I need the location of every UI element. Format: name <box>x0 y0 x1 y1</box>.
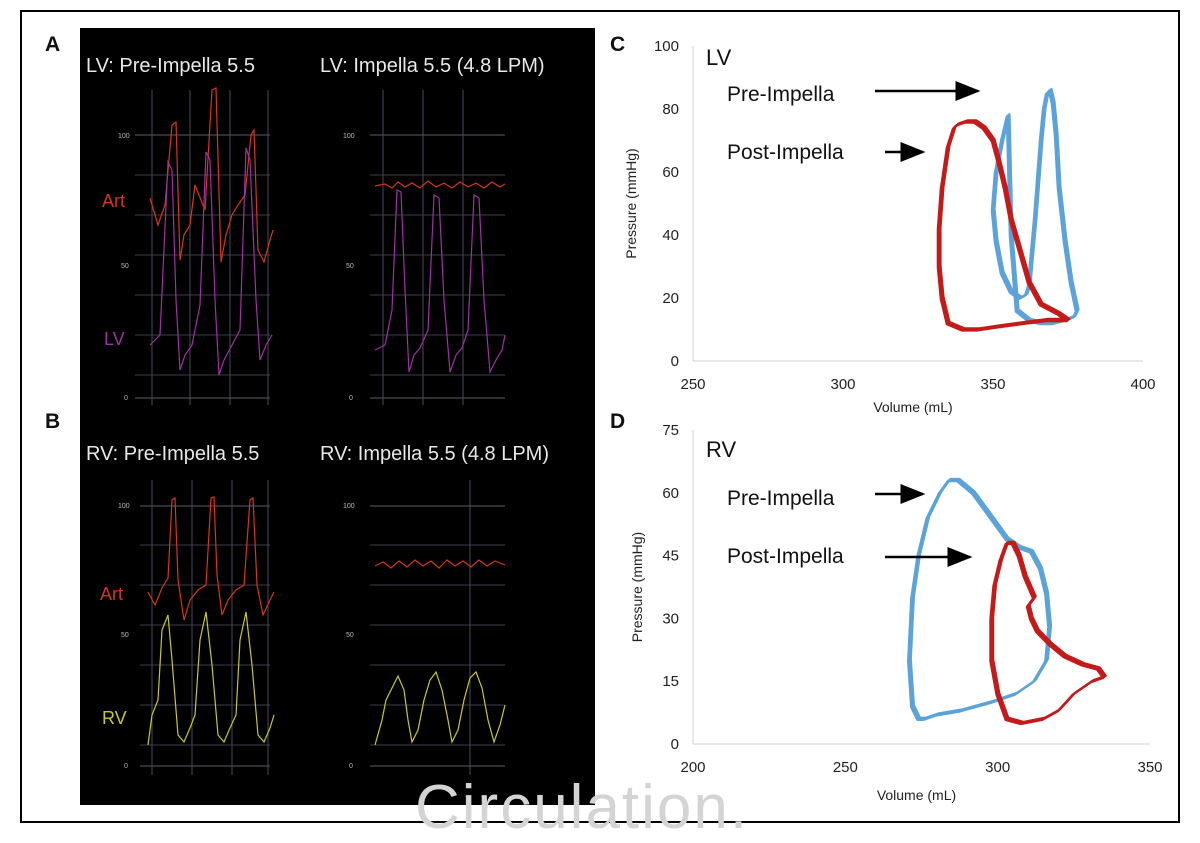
trace-title-b-right: RV: Impella 5.5 (4.8 LPM) <box>320 443 549 465</box>
x-tick-label-c: 350 <box>980 376 1005 393</box>
y-axis-label-c: Pressure (mmHg) <box>623 148 639 258</box>
trace-grid-b-right <box>370 480 505 775</box>
y-tick-label-c: 60 <box>662 164 679 181</box>
y-tick-label-d: 0 <box>671 736 679 753</box>
trace-label-art-a: Art <box>102 191 125 211</box>
pv-loop-post-impella-d-cycle-3 <box>989 542 1105 726</box>
rv-waveform-b-right <box>374 670 506 746</box>
trace-grid-b-left <box>140 480 270 775</box>
pv-loop-post-impella-c-cycle-2 <box>939 119 1071 330</box>
panel-letter-c: C <box>610 33 626 56</box>
trace-tick-b-left-50: 50 <box>121 632 129 639</box>
trace-title-a-right: LV: Impella 5.5 (4.8 LPM) <box>320 55 545 77</box>
annotation-post-impella-d: Post-Impella <box>727 545 844 568</box>
pv-loop-post-impella-c <box>937 120 1070 331</box>
x-tick-label-c: 400 <box>1130 376 1155 393</box>
monitor-panel-background <box>80 28 595 805</box>
y-tick-label-c: 80 <box>662 101 679 118</box>
trace-panel-b-left: RV: Pre-Impella 5.5 100 50 0 Art RV <box>86 443 275 775</box>
trace-tick-a-right-100: 100 <box>343 133 355 140</box>
annotation-pre-impella-c: Pre-Impella <box>727 83 835 106</box>
annotation-pre-impella-d: Pre-Impella <box>727 487 835 510</box>
y-tick-label-d: 15 <box>662 673 679 690</box>
annotation-post-impella-c: Post-Impella <box>727 141 844 164</box>
x-tick-label-d: 300 <box>985 759 1010 776</box>
trace-tick-b-right-0: 0 <box>349 763 353 770</box>
x-tick-label-c: 250 <box>680 376 705 393</box>
chart-title-c: LV <box>706 45 732 70</box>
trace-tick-a-right-0: 0 <box>349 395 353 402</box>
panel-letter-b: B <box>45 410 61 433</box>
trace-panel-a-left: LV: Pre-Impella 5.5 100 50 0 Art LV <box>86 55 274 405</box>
pv-loop-post-impella-c-cycle-3 <box>936 121 1068 332</box>
art-waveform-a-left <box>149 87 274 264</box>
y-axis-label-d: Pressure (mmHg) <box>629 532 645 642</box>
trace-grid-a-right <box>370 90 505 405</box>
pv-loop-pre-impella-d-cycle-3 <box>907 480 1050 721</box>
lv-waveform-a-right <box>374 189 506 375</box>
trace-tick-a-left-50: 50 <box>121 263 129 270</box>
pv-loop-post-impella-d-cycle-2 <box>992 540 1107 723</box>
pv-loop-pre-impella-c-cycle-3 <box>990 90 1077 326</box>
art-waveform-b-right <box>374 559 506 569</box>
y-tick-label-d: 75 <box>662 422 679 439</box>
lv-waveform-a-left <box>149 147 273 376</box>
x-tick-label-c: 300 <box>830 376 855 393</box>
trace-tick-b-left-0: 0 <box>124 763 128 770</box>
y-tick-label-c: 0 <box>671 353 679 370</box>
art-waveform-b-left <box>147 496 275 621</box>
watermark: Circulation. <box>415 773 750 842</box>
y-tick-label-c: 40 <box>662 227 679 244</box>
y-tick-label-d: 60 <box>662 485 679 502</box>
y-tick-label-c: 20 <box>662 290 679 307</box>
pv-loop-chart-d: 0 15 30 45 60 75 200 250 300 350 Volume (mL) Pressu… <box>629 422 1163 803</box>
trace-label-lv: LV <box>104 329 125 349</box>
trace-tick-a-right-50: 50 <box>346 263 354 270</box>
pv-loop-chart-c: 0 20 40 60 80 100 250 300 350 400 Volume (mL) Press… <box>623 38 1156 415</box>
y-tick-label-c: 100 <box>654 38 679 55</box>
panel-letter-a: A <box>45 33 61 56</box>
panel-letter-d: D <box>610 410 626 433</box>
trace-tick-b-right-100: 100 <box>343 503 355 510</box>
trace-title-a-left: LV: Pre-Impella 5.5 <box>86 55 255 77</box>
trace-label-rv: RV <box>102 708 127 728</box>
chart-title-d: RV <box>706 437 736 462</box>
pv-loop-pre-impella-d-cycle-2 <box>909 477 1053 719</box>
x-axis-label-d: Volume (mL) <box>877 787 956 803</box>
trace-title-b-left: RV: Pre-Impella 5.5 <box>86 443 259 465</box>
x-tick-label-d: 250 <box>833 759 858 776</box>
trace-panel-a-right: LV: Impella 5.5 (4.8 LPM) 100 50 0 <box>320 55 545 405</box>
trace-label-art-b: Art <box>100 584 123 604</box>
trace-tick-a-left-100: 100 <box>118 133 130 140</box>
trace-tick-a-left-0: 0 <box>124 395 128 402</box>
art-waveform-a-right <box>374 180 506 189</box>
x-axis-label-c: Volume (mL) <box>873 399 952 415</box>
trace-tick-b-right-50: 50 <box>346 632 354 639</box>
x-tick-label-d: 350 <box>1137 759 1162 776</box>
trace-tick-b-left-100: 100 <box>118 503 130 510</box>
trace-panel-b-right: RV: Impella 5.5 (4.8 LPM) 100 50 0 <box>320 443 549 775</box>
y-tick-label-d: 30 <box>662 610 679 627</box>
x-tick-label-d: 200 <box>680 759 705 776</box>
rv-waveform-b-left <box>147 611 275 746</box>
y-tick-label-d: 45 <box>662 548 679 565</box>
